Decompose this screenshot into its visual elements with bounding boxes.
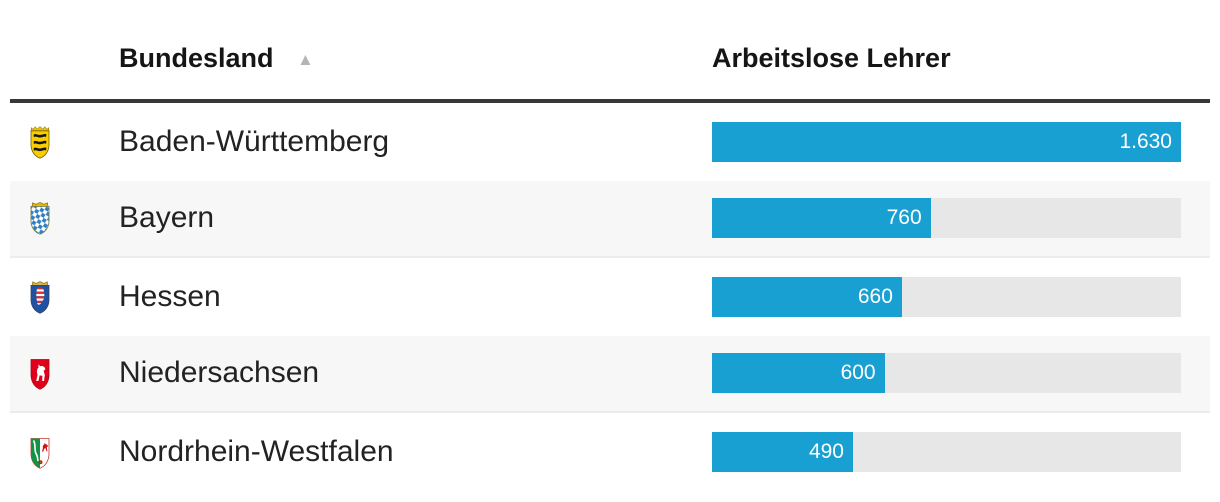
bar-fill: 490 [712,431,853,472]
hessen-coat-of-arms-icon [28,280,52,314]
bar-value: 600 [840,361,876,385]
bar-track: 600 [712,353,1181,394]
table-row-niedersachsen: Niedersachsen 600 [10,335,1210,413]
state-label: Baden-Württemberg [119,124,390,158]
column-header-bundesland[interactable]: Bundesland ▲ [119,43,314,74]
bayern-coat-of-arms-icon [28,201,52,235]
column-header-arbeitslose-lehrer[interactable]: Arbeitslose Lehrer [712,43,951,74]
table-row-nordrhein-westfalen: Nordrhein-Westfalen 490 [10,413,1210,491]
column-header-bundesland-label: Bundesland [119,43,274,73]
bar-value: 760 [886,206,922,230]
bar-fill: 760 [712,198,931,239]
state-label: Nordrhein-Westfalen [119,434,394,468]
table-body: Baden-Württemberg 1.630 [10,103,1210,491]
bar-fill: 660 [712,276,902,317]
table-row-baden-wuerttemberg: Baden-Württemberg 1.630 [10,103,1210,181]
header-divider [10,99,1210,103]
niedersachsen-coat-of-arms-icon [28,356,52,390]
state-label: Bayern [119,201,215,235]
state-label: Niedersachsen [119,356,320,390]
bar-track: 760 [712,198,1181,239]
bar-track: 1.630 [712,121,1181,162]
state-label: Hessen [119,279,221,313]
bar-fill: 1.630 [712,121,1181,162]
bar-fill: 600 [712,353,885,394]
nordrhein-westfalen-coat-of-arms-icon [28,435,52,469]
table-row-bayern: Bayern 760 [10,180,1210,258]
column-header-arbeitslose-lehrer-label: Arbeitslose Lehrer [712,43,951,73]
bar-value: 490 [808,439,844,463]
bar-value: 1.630 [1119,129,1172,153]
bar-value: 660 [857,284,893,308]
sort-ascending-icon: ▲ [297,50,314,69]
bar-track: 490 [712,431,1181,472]
bar-track: 660 [712,276,1181,317]
table-row-hessen: Hessen 660 [10,258,1210,336]
baden-wuerttemberg-coat-of-arms-icon [28,125,52,159]
